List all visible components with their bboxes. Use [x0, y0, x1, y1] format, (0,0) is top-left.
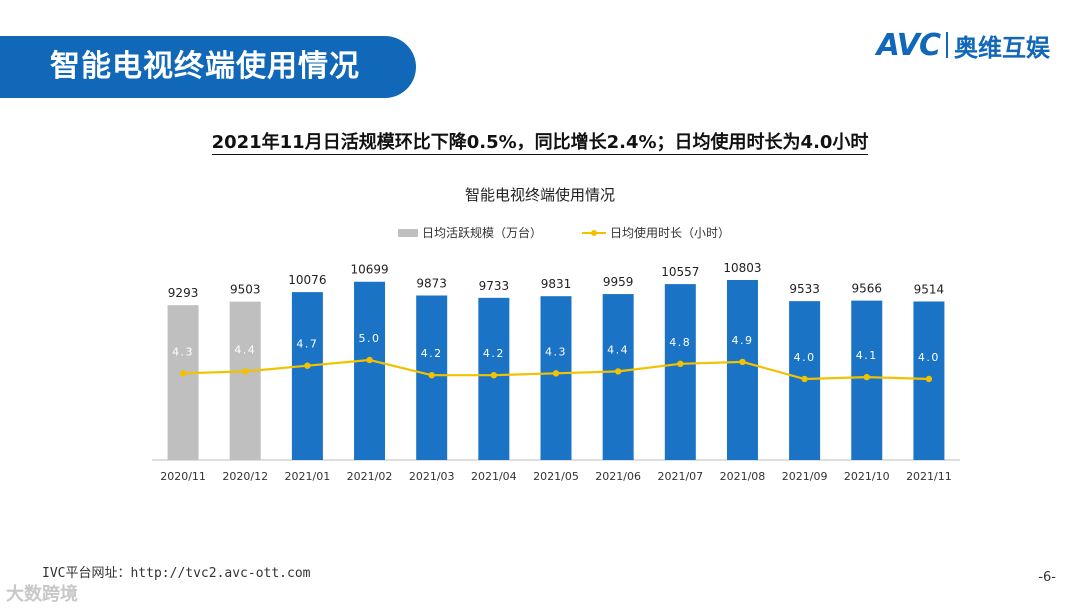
bar-value-label: 9959 — [603, 275, 634, 289]
x-tick-label: 2021/11 — [906, 470, 952, 483]
duration-value-label: 4.4 — [607, 343, 629, 356]
bar-value-label: 10076 — [288, 273, 326, 287]
legend-line-swatch — [582, 228, 607, 238]
brand-logo: AVC 奥维互娱 — [876, 27, 1050, 63]
x-tick-label: 2021/10 — [844, 470, 890, 483]
duration-point — [242, 368, 249, 375]
bar-2021/08 — [726, 280, 758, 460]
bar-value-label: 9514 — [914, 282, 945, 296]
bar-2020/11 — [167, 305, 199, 460]
bar-2020/12 — [229, 301, 261, 460]
x-tick-label: 2021/05 — [533, 470, 579, 483]
x-tick-label: 2021/01 — [285, 470, 331, 483]
duration-value-label: 4.7 — [296, 338, 318, 351]
bar-value-label: 10557 — [661, 265, 699, 279]
x-tick-label: 2021/04 — [471, 470, 517, 483]
bar-value-label: 9831 — [541, 277, 572, 291]
duration-value-label: 4.3 — [172, 345, 194, 358]
duration-point — [179, 370, 187, 377]
bar-2021/02 — [354, 281, 386, 460]
bar-2021/05 — [540, 296, 572, 460]
duration-point — [552, 370, 560, 377]
duration-value-label: 4.1 — [856, 349, 878, 362]
bar-2021/04 — [478, 297, 510, 460]
footer-url: IVC平台网址：http://tvc2.avc-ott.com — [42, 566, 311, 581]
duration-value-label: 4.0 — [794, 351, 816, 364]
legend-item-bar: 日均活跃规模（万台） — [398, 224, 542, 241]
watermark-stamp: 大数跨境 — [6, 584, 78, 605]
x-tick-label: 2021/02 — [347, 470, 393, 483]
page-number: -6- — [1038, 570, 1056, 585]
bar-value-label: 9733 — [479, 279, 510, 293]
duration-value-label: 4.8 — [669, 336, 691, 349]
headline-text: 2021年11月日活规模环比下降0.5%，同比增长2.4%；日均使用时长为4.0… — [211, 132, 869, 155]
duration-value-label: 4.9 — [731, 334, 753, 347]
duration-value-label: 4.3 — [545, 345, 567, 358]
x-tick-label: 2021/07 — [657, 470, 703, 483]
x-tick-label: 2020/12 — [222, 470, 268, 483]
duration-point — [863, 373, 870, 381]
x-tick-label: 2021/08 — [720, 470, 766, 483]
duration-value-label: 4.2 — [483, 347, 505, 360]
headline: 2021年11月日活规模环比下降0.5%，同比增长2.4%；日均使用时长为4.0… — [0, 128, 1080, 155]
duration-point — [366, 356, 373, 364]
chart-legend: 日均活跃规模（万台） 日均使用时长（小时） — [398, 224, 770, 241]
chart-title: 智能电视终端使用情况 — [464, 186, 615, 204]
duration-point — [304, 362, 311, 369]
bar-2021/01 — [291, 292, 323, 460]
bar-value-label: 9566 — [851, 282, 882, 296]
logo-mark: AVC — [876, 27, 941, 63]
duration-point — [490, 372, 498, 379]
logo-divider — [946, 32, 948, 58]
x-tick-label: 2021/06 — [595, 470, 641, 483]
duration-point — [925, 375, 933, 383]
legend-bar-label: 日均活跃规模（万台） — [422, 226, 543, 240]
legend-line-label: 日均使用时长（小时） — [610, 226, 731, 240]
bar-2021/10 — [851, 300, 883, 460]
duration-value-label: 4.2 — [421, 347, 443, 360]
legend-bar-swatch — [398, 228, 418, 237]
x-tick-label: 2021/09 — [782, 470, 828, 483]
duration-point — [428, 372, 435, 379]
duration-point — [677, 360, 684, 367]
duration-value-label: 4.0 — [918, 351, 940, 364]
bar-value-label: 9293 — [168, 286, 199, 300]
duration-value-label: 5.0 — [359, 332, 381, 345]
bar-2021/07 — [664, 284, 696, 460]
x-tick-label: 2021/03 — [409, 470, 455, 483]
bar-value-label: 10699 — [350, 263, 388, 277]
duration-point — [801, 375, 808, 383]
bar-value-label: 9533 — [789, 282, 820, 296]
bar-2021/06 — [602, 294, 634, 460]
duration-point — [739, 358, 746, 366]
legend-item-line: 日均使用时长（小时） — [582, 224, 730, 241]
bar-value-label: 9873 — [416, 276, 447, 290]
page-title: 智能电视终端使用情况 — [50, 49, 360, 84]
x-tick-label: 2020/11 — [160, 470, 206, 483]
duration-point — [614, 368, 622, 375]
bar-value-label: 9503 — [230, 283, 261, 297]
bar-value-label: 10803 — [723, 261, 761, 275]
header-band: 智能电视终端使用情况 — [0, 36, 416, 98]
duration-value-label: 4.4 — [234, 343, 256, 356]
logo-name: 奥维互娱 — [954, 33, 1050, 62]
